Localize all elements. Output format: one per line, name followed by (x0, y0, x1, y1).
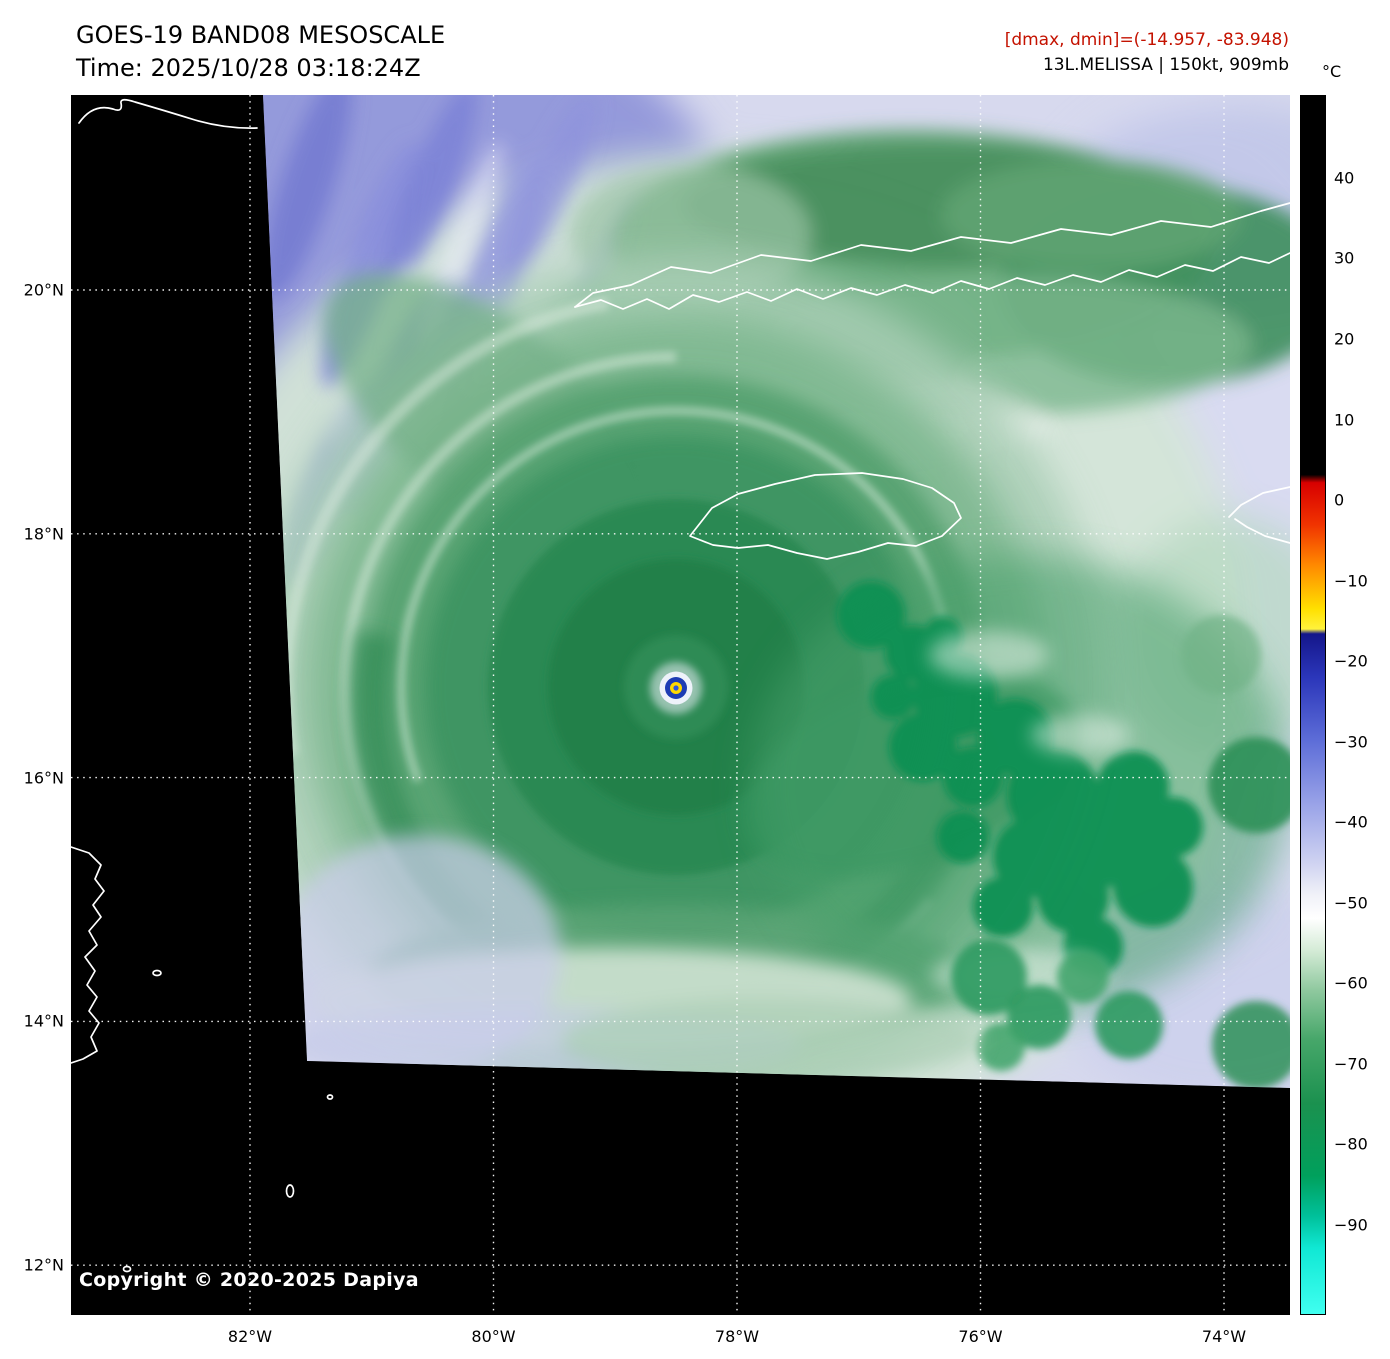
longitude-tick-label: 82°W (227, 1327, 273, 1346)
colorbar-tick-label: −70 (1334, 1054, 1368, 1074)
convective-patches-south (951, 615, 1290, 1088)
latitude-tick-label: 14°N (23, 1011, 64, 1031)
colorbar-tick-label: −50 (1334, 893, 1368, 913)
colorbar-tick-label: −40 (1334, 812, 1368, 832)
outer-band-streaks (281, 835, 981, 1083)
island-outline (122, 1265, 132, 1273)
longitude-tick-label: 80°W (471, 1327, 516, 1346)
latitude-tick-label: 18°N (23, 524, 64, 544)
longitude-tick-label: 74°W (1201, 1327, 1247, 1346)
colorbar-tick-label: 30 (1334, 248, 1355, 268)
colorbar-tick-label: −20 (1334, 651, 1368, 671)
colorbar-tick-label: −10 (1334, 571, 1368, 591)
map-plot-area: Copyright © 2020-2025 Dapiya (71, 95, 1290, 1315)
colorbar-tick-label: 20 (1334, 329, 1355, 349)
storm-info: 13L.MELISSA | 150kt, 909mb (1042, 55, 1289, 75)
latitude-tick-label: 20°N (23, 280, 64, 300)
colorbar-tick-label: 0 (1334, 490, 1345, 510)
cuba-north-coastline (574, 202, 1290, 308)
island-outline (285, 1184, 295, 1198)
temperature-colorbar (1300, 95, 1326, 1315)
product-title: GOES-19 BAND08 MESOSCALE (76, 21, 446, 49)
colorbar-tick-label: −90 (1334, 1215, 1368, 1235)
dmax-dmin-readout: [dmax, dmin]=(-14.957, -83.948) (1004, 30, 1289, 50)
colorbar-tick-label: −30 (1334, 732, 1368, 752)
latitude-tick-label: 16°N (23, 768, 64, 788)
longitude-tick-label: 76°W (958, 1327, 1003, 1346)
longitude-tick-label: 78°W (714, 1327, 760, 1346)
hurricane-eye (650, 662, 702, 714)
graticule-gridlines (71, 95, 1290, 1315)
central-america-coastline (71, 846, 105, 1064)
yucatan-channel-coastline (78, 98, 258, 129)
island-outline (326, 1094, 334, 1100)
colorbar-tick-label: −80 (1334, 1134, 1368, 1154)
island-outline (152, 969, 162, 977)
coastlines (71, 98, 1290, 1273)
jamaica-coastline (689, 472, 962, 560)
copyright-text: Copyright © 2020-2025 Dapiya (79, 1269, 419, 1291)
hispaniola-coastline (1228, 486, 1290, 544)
cuba-south-coastline (574, 252, 1290, 310)
colorbar-unit-label: °C (1322, 62, 1342, 81)
colorbar-tick-label: −60 (1334, 973, 1368, 993)
satellite-imagery (71, 95, 1290, 1315)
mesoscale-sector (263, 95, 1290, 1088)
colorbar-tick-label: 10 (1334, 410, 1355, 430)
colorbar-tick-label: 40 (1334, 168, 1355, 188)
product-time: Time: 2025/10/28 03:18:24Z (76, 54, 421, 82)
latitude-tick-label: 12°N (23, 1255, 64, 1275)
